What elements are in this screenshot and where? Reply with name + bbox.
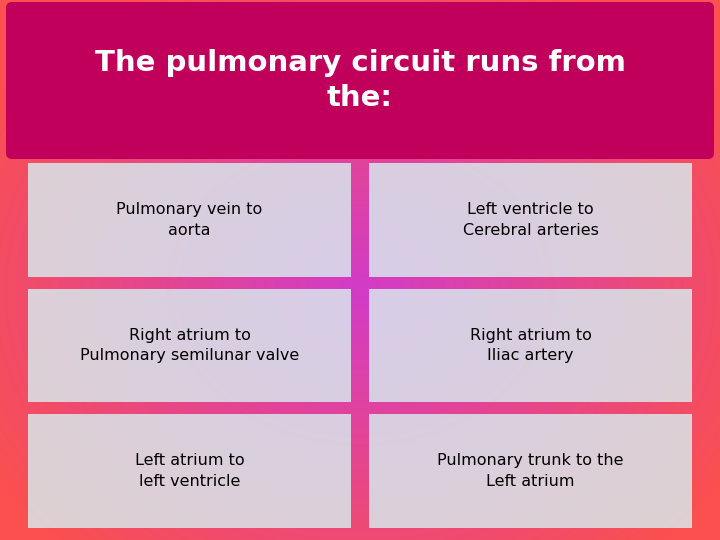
FancyBboxPatch shape	[28, 289, 351, 402]
Text: Right atrium to
Pulmonary semilunar valve: Right atrium to Pulmonary semilunar valv…	[80, 328, 299, 363]
FancyBboxPatch shape	[369, 414, 692, 528]
FancyBboxPatch shape	[369, 289, 692, 402]
Text: Right atrium to
Iliac artery: Right atrium to Iliac artery	[469, 328, 591, 363]
Text: Pulmonary vein to
aorta: Pulmonary vein to aorta	[117, 202, 263, 238]
FancyBboxPatch shape	[6, 2, 714, 159]
FancyBboxPatch shape	[28, 414, 351, 528]
FancyBboxPatch shape	[28, 163, 351, 276]
Text: Left atrium to
left ventricle: Left atrium to left ventricle	[135, 454, 244, 489]
Text: Left ventricle to
Cerebral arteries: Left ventricle to Cerebral arteries	[462, 202, 598, 238]
Text: The pulmonary circuit runs from
the:: The pulmonary circuit runs from the:	[94, 49, 626, 112]
Text: Pulmonary trunk to the
Left atrium: Pulmonary trunk to the Left atrium	[437, 454, 624, 489]
FancyBboxPatch shape	[369, 163, 692, 276]
